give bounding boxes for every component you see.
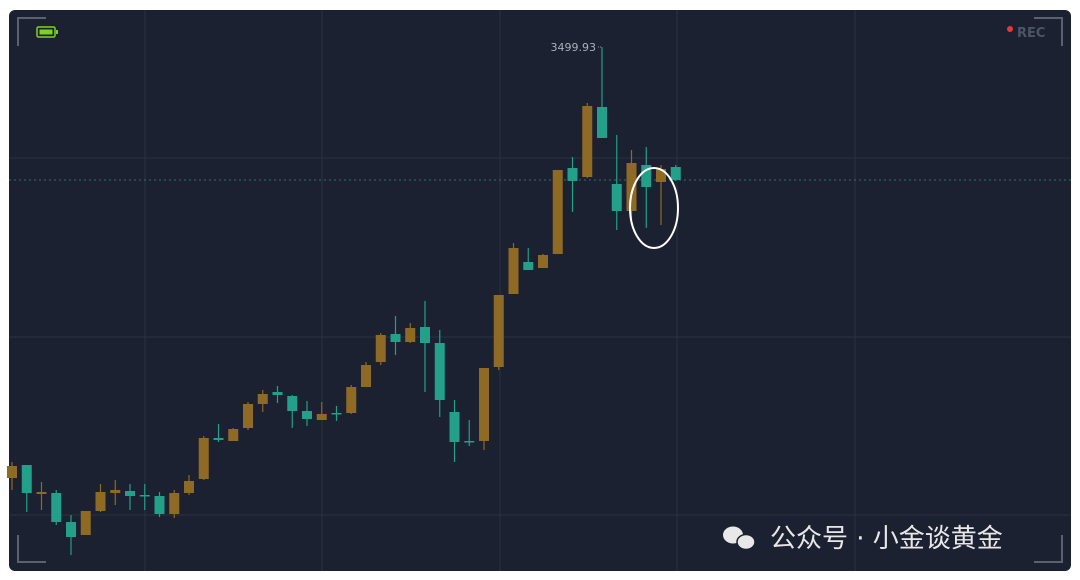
candle-body [272,392,283,395]
corner [1034,17,1063,46]
candle-body [567,168,578,181]
candles: 3499.93 [7,41,681,555]
candle-body [228,429,239,441]
rec-label: REC [1017,26,1045,41]
candle-body [626,163,637,211]
wechat-bubble [736,533,756,551]
candle-body [670,167,681,180]
battery-tip [56,30,58,34]
corner [17,535,46,563]
candle-body [523,262,534,270]
candle-body [420,327,430,343]
candle-body [66,522,76,537]
battery-icon [36,26,58,38]
candle-body [656,169,666,182]
candle-body [434,343,445,400]
candle-body [582,106,593,177]
battery-level [39,29,53,35]
candle-body [361,365,371,387]
candle-body [611,184,622,211]
candle-body [80,511,91,535]
candle-body [641,165,652,187]
candle-body [464,441,475,443]
candle-body [331,413,342,415]
candle-body [508,248,519,294]
frame-corners [17,17,1063,563]
candle-body [7,466,17,478]
candle-body [125,491,135,496]
candle-body [346,387,357,413]
high-label: 3499.93 [551,41,597,54]
watermark-text: 公众号 · 小金谈黄金 [770,524,1003,554]
battery-body [36,26,56,38]
candle-body [243,404,253,428]
candle-body [213,438,224,440]
candle-body [449,412,460,442]
candle-body [257,394,268,404]
candle-body [302,411,312,419]
highlight-circle [629,167,679,249]
corner [1034,535,1063,563]
candle-body [597,107,607,138]
candle-body [36,492,47,494]
candle-body [51,493,62,522]
candle-body [110,490,121,493]
candle-body [316,414,327,420]
candle-body [95,492,106,511]
candle-body [287,396,298,411]
candle-body [139,495,150,497]
candle-body [184,481,194,493]
watermark: 公众号 · 小金谈黄金 [723,524,1003,554]
candle-body [405,328,416,342]
candle-body [21,465,32,493]
candle-body [198,438,209,479]
candle-body [552,170,563,254]
candle-body [390,334,401,342]
rec-dot [1007,26,1013,32]
candle-body [538,255,548,268]
candle-body [375,335,386,362]
candle-body [169,493,180,514]
candle-body [479,368,489,441]
candle-body [493,295,504,367]
chart-background [9,10,1071,571]
grid [9,10,1071,571]
candle-body [154,496,165,514]
corner [17,17,46,46]
